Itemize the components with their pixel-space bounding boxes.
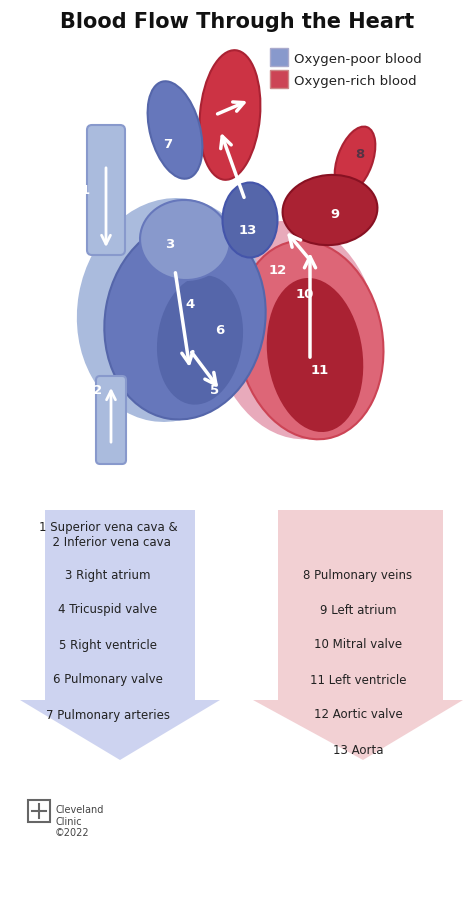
FancyBboxPatch shape bbox=[270, 70, 288, 88]
Ellipse shape bbox=[267, 278, 363, 432]
Text: 7 Pulmonary arteries: 7 Pulmonary arteries bbox=[46, 709, 170, 721]
FancyBboxPatch shape bbox=[270, 48, 288, 66]
Text: 2: 2 bbox=[93, 383, 102, 397]
FancyBboxPatch shape bbox=[96, 376, 126, 464]
Text: 9 Left atrium: 9 Left atrium bbox=[320, 603, 396, 617]
Ellipse shape bbox=[237, 241, 383, 439]
Text: 13: 13 bbox=[239, 224, 257, 236]
Ellipse shape bbox=[200, 50, 260, 180]
Ellipse shape bbox=[283, 175, 377, 245]
Text: 13 Aorta: 13 Aorta bbox=[333, 744, 383, 756]
Text: 5: 5 bbox=[210, 383, 219, 397]
Ellipse shape bbox=[140, 200, 230, 280]
Text: 3 Right atrium: 3 Right atrium bbox=[65, 568, 151, 582]
Text: 8 Pulmonary veins: 8 Pulmonary veins bbox=[303, 568, 412, 582]
Text: 1: 1 bbox=[81, 183, 90, 197]
Ellipse shape bbox=[335, 127, 375, 193]
Text: 6: 6 bbox=[215, 323, 225, 337]
FancyBboxPatch shape bbox=[87, 125, 125, 255]
Text: Oxygen-poor blood: Oxygen-poor blood bbox=[294, 54, 422, 66]
Ellipse shape bbox=[211, 221, 378, 439]
Text: 9: 9 bbox=[330, 208, 339, 222]
Text: 10 Mitral valve: 10 Mitral valve bbox=[314, 638, 402, 652]
Text: 7: 7 bbox=[164, 138, 173, 152]
Ellipse shape bbox=[222, 182, 277, 258]
Text: 4 Tricuspid valve: 4 Tricuspid valve bbox=[58, 603, 157, 617]
Text: 1 Superior vena cava &
  2 Inferior vena cava: 1 Superior vena cava & 2 Inferior vena c… bbox=[39, 521, 177, 549]
Ellipse shape bbox=[157, 276, 243, 405]
Polygon shape bbox=[253, 510, 463, 760]
Text: 12 Aortic valve: 12 Aortic valve bbox=[314, 709, 402, 721]
Text: 10: 10 bbox=[296, 288, 314, 302]
Text: Oxygen-rich blood: Oxygen-rich blood bbox=[294, 75, 417, 89]
Polygon shape bbox=[20, 510, 220, 760]
Ellipse shape bbox=[104, 221, 265, 419]
Text: 11 Left ventricle: 11 Left ventricle bbox=[310, 674, 406, 686]
Text: 3: 3 bbox=[165, 239, 174, 251]
Text: 6 Pulmonary valve: 6 Pulmonary valve bbox=[53, 674, 163, 686]
Text: Cleveland
Clinic
©2022: Cleveland Clinic ©2022 bbox=[55, 805, 103, 838]
Ellipse shape bbox=[147, 82, 202, 179]
Text: 5 Right ventricle: 5 Right ventricle bbox=[59, 638, 157, 652]
Text: 8: 8 bbox=[356, 148, 365, 162]
Ellipse shape bbox=[77, 198, 263, 422]
Text: 12: 12 bbox=[269, 263, 287, 277]
Text: 11: 11 bbox=[311, 364, 329, 376]
Text: 4: 4 bbox=[185, 298, 195, 312]
Text: Blood Flow Through the Heart: Blood Flow Through the Heart bbox=[60, 12, 414, 32]
